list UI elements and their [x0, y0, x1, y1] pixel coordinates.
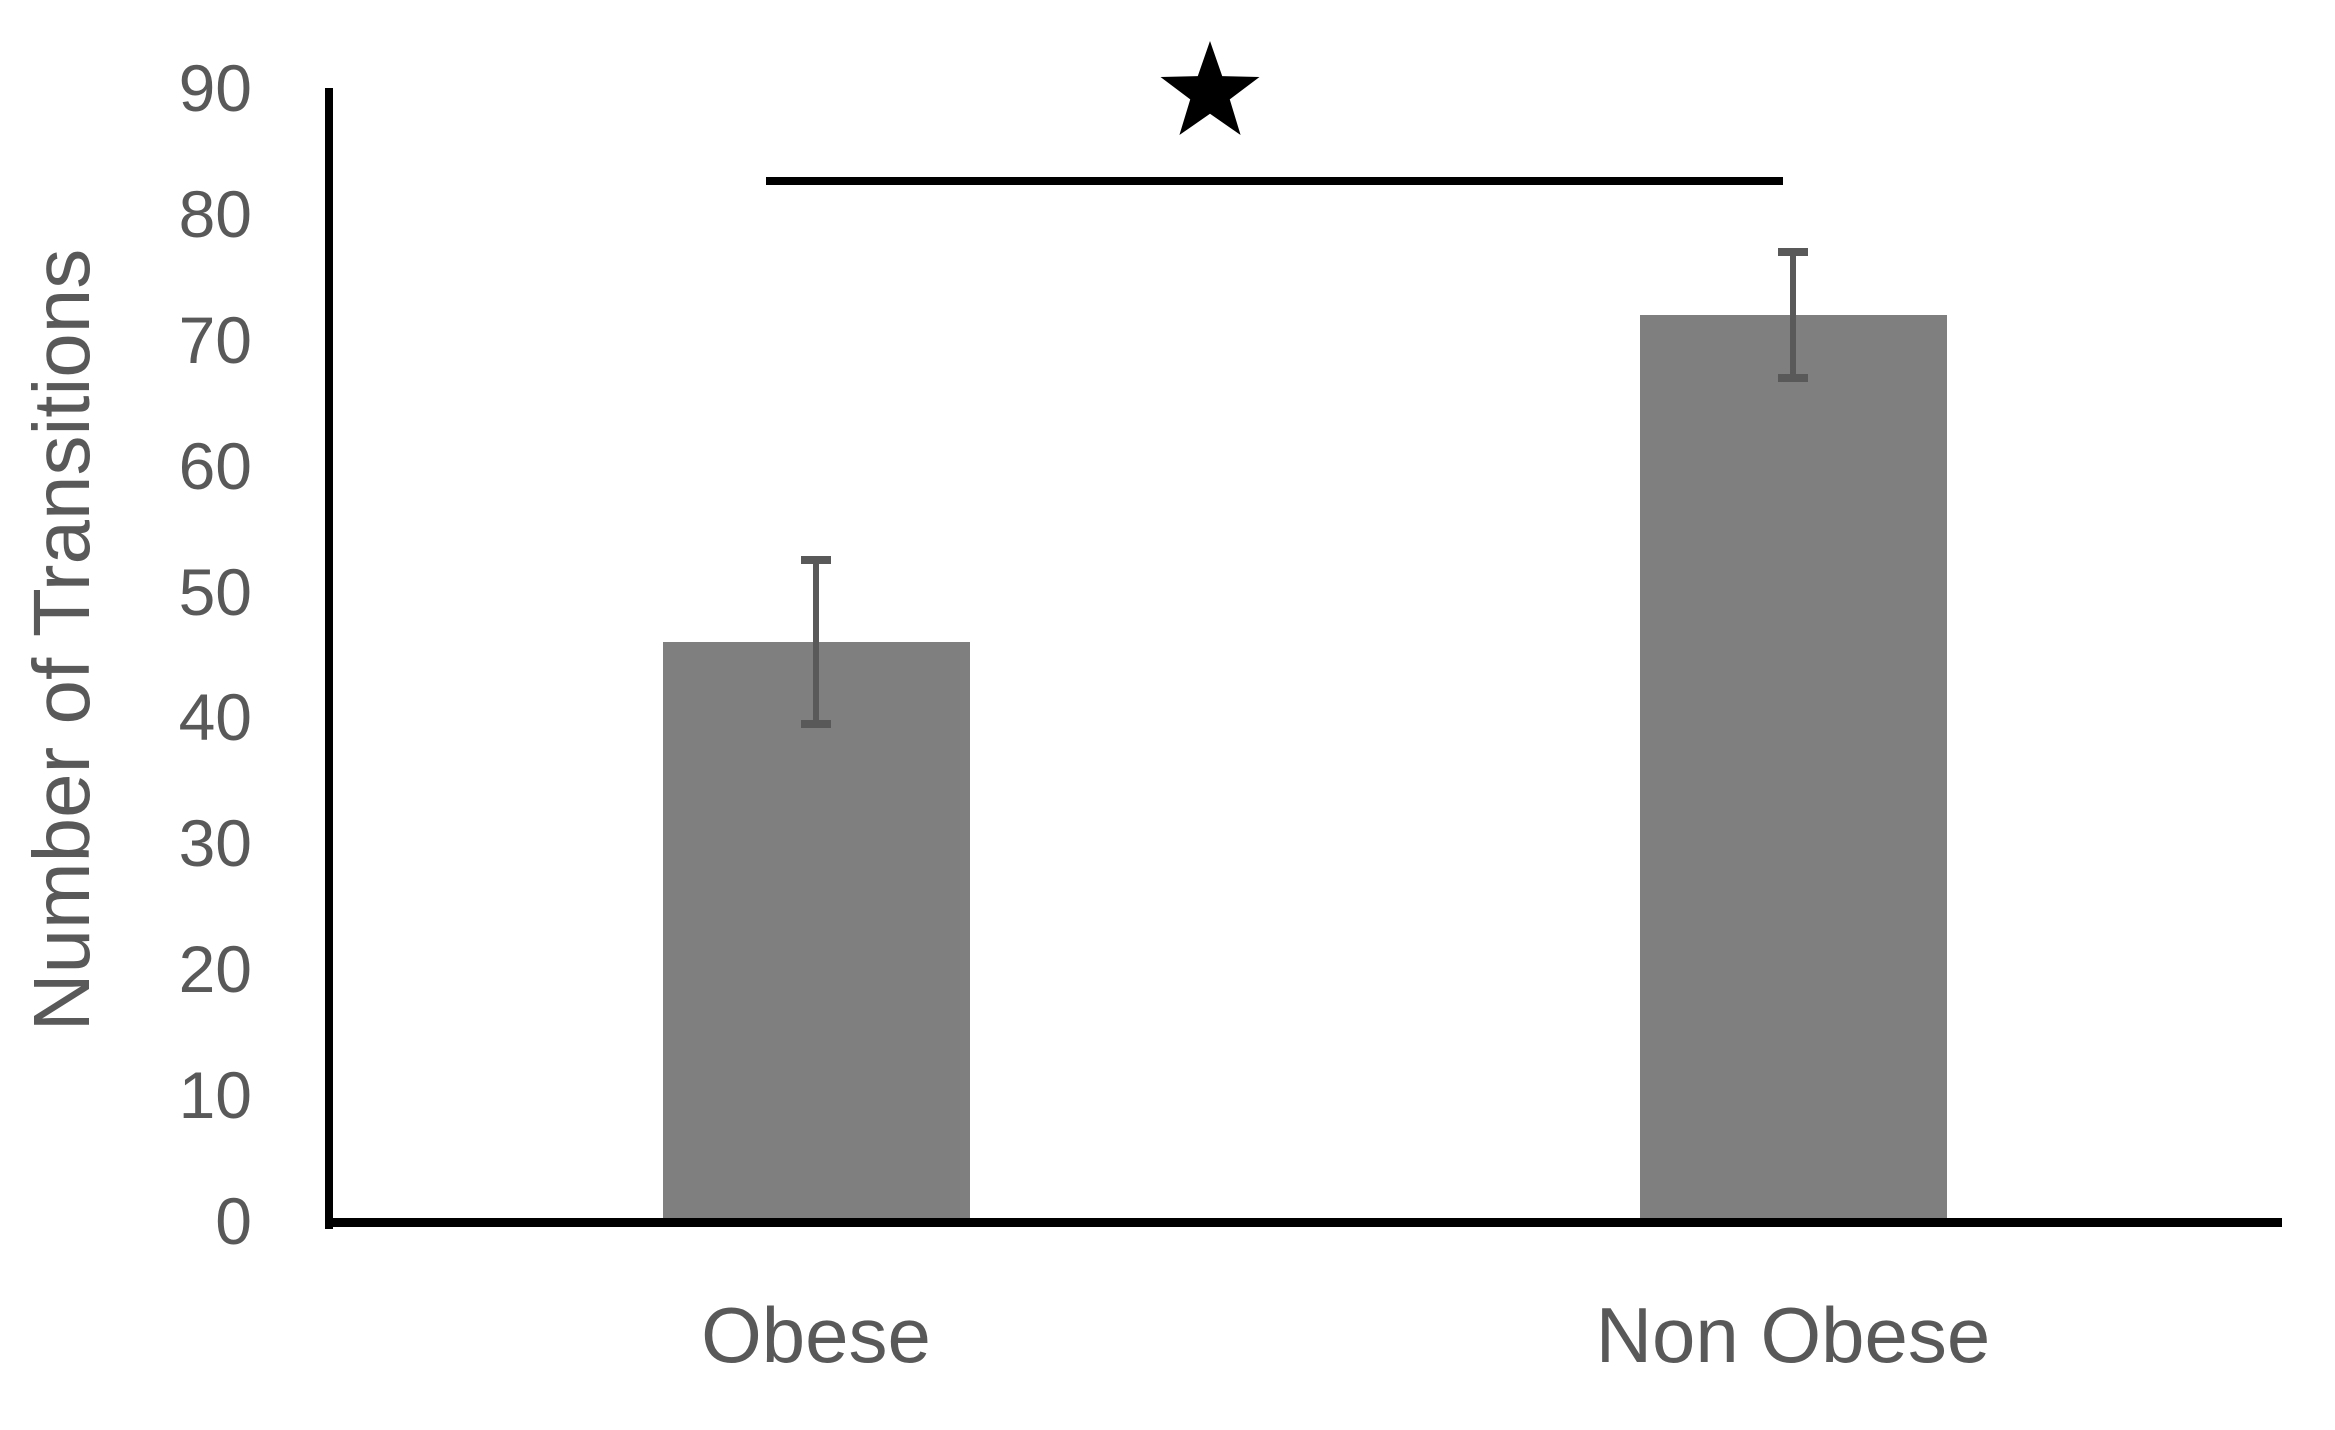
bar-obese — [662, 641, 970, 1221]
category-label-non-obese: Non Obese — [1595, 1291, 1991, 1379]
bar-non-obese — [1639, 314, 1947, 1221]
category-label-obese: Obese — [701, 1291, 931, 1379]
significance-line — [766, 177, 1783, 185]
y-tick-label-70: 70 — [178, 302, 252, 377]
y-tick-label-30: 30 — [178, 806, 252, 881]
y-tick-label-80: 80 — [178, 176, 252, 251]
error-bar-top-cap-non-obese — [1778, 247, 1808, 256]
y-tick-label-0: 0 — [215, 1184, 252, 1258]
y-tick-label-40: 40 — [178, 680, 252, 755]
error-bar-top-cap-obese — [801, 556, 831, 565]
y-tick-label-90: 90 — [178, 51, 252, 125]
y-axis-line — [325, 88, 333, 1229]
error-bar-line-obese — [813, 560, 819, 724]
y-tick-label-50: 50 — [178, 554, 252, 629]
y-tick-label-10: 10 — [178, 1058, 252, 1133]
error-bar-line-non-obese — [1790, 251, 1796, 378]
error-bar-bottom-cap-non-obese — [1778, 373, 1808, 382]
y-tick-label-60: 60 — [178, 428, 252, 503]
x-axis-line — [325, 1218, 2282, 1227]
error-bar-bottom-cap-obese — [801, 719, 831, 728]
significance-star-icon — [1160, 41, 1260, 136]
y-tick-label-20: 20 — [178, 932, 252, 1007]
